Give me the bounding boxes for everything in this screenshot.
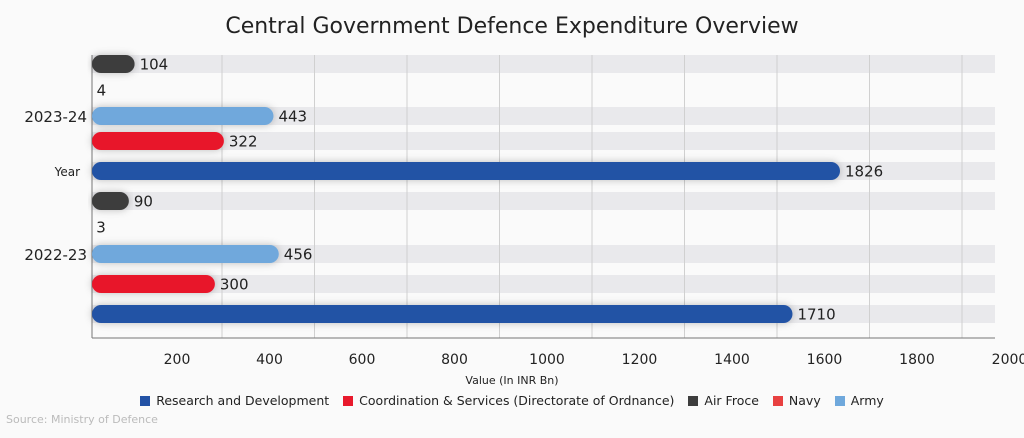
legend-item: Coordination & Services (Directorate of … — [343, 393, 674, 408]
x-tick-label: 200 — [164, 352, 191, 368]
bar-air — [92, 55, 135, 73]
x-tick-label: 1600 — [807, 352, 843, 368]
row-band — [92, 245, 995, 263]
bar-research — [92, 305, 793, 323]
data-label: 1710 — [797, 306, 835, 324]
row-band — [92, 192, 995, 210]
row-band — [92, 275, 995, 293]
y-axis-label: Year — [54, 165, 80, 179]
legend-label: Air Froce — [704, 393, 759, 408]
legend-item: Navy — [772, 393, 821, 408]
bar-air — [92, 192, 129, 210]
legend-swatch — [772, 395, 783, 406]
data-label: 322 — [229, 133, 258, 151]
x-tick-label: 1400 — [714, 352, 750, 368]
data-label: 443 — [278, 108, 307, 126]
bar-chart: 200 400 600 800 1000 1200 1400 1600 1800 2000 104 4… — [24, 55, 1024, 368]
row-band — [92, 55, 995, 73]
legend-item: Research and Development — [140, 393, 329, 408]
legend-swatch — [834, 395, 845, 406]
legend-label: Army — [850, 393, 884, 408]
x-tick-label: 800 — [441, 352, 468, 368]
legend-label: Coordination & Services (Directorate of … — [359, 393, 675, 408]
legend-label: Navy — [788, 393, 821, 408]
data-label: 104 — [140, 56, 169, 74]
chart-title: Central Government Defence Expenditure O… — [225, 14, 799, 39]
legend-label: Research and Development — [156, 393, 330, 408]
data-label: 456 — [284, 246, 313, 264]
data-label: 4 — [97, 82, 107, 100]
legend-swatch — [343, 395, 354, 406]
row-band — [92, 107, 995, 125]
legend-swatch — [688, 395, 699, 406]
source-note: Source: Ministry of Defence — [6, 413, 158, 426]
y-tick-label: 2022-23 — [24, 246, 87, 264]
bar-army — [92, 245, 279, 263]
x-tick-label: 600 — [349, 352, 376, 368]
x-axis-label: Value (In INR Bn) — [465, 374, 559, 387]
legend-swatch — [140, 395, 151, 406]
legend: Research and Development Coordination & S… — [0, 393, 1024, 408]
legend-item: Air Froce — [688, 393, 759, 408]
row-band — [92, 132, 995, 150]
bar-research — [92, 162, 840, 180]
legend-item: Army — [834, 393, 884, 408]
x-tick-label: 400 — [256, 352, 283, 368]
bar-coordination — [92, 132, 224, 150]
data-label: 90 — [134, 193, 153, 211]
bar-coordination — [92, 275, 215, 293]
data-label: 3 — [96, 219, 106, 237]
bar-army — [92, 107, 274, 125]
x-tick-label: 1000 — [529, 352, 565, 368]
data-label: 300 — [220, 276, 249, 294]
x-tick-label: 1800 — [899, 352, 935, 368]
data-label: 1826 — [845, 163, 883, 181]
x-tick-label: 2000 — [992, 352, 1024, 368]
x-tick-label: 1200 — [622, 352, 658, 368]
y-tick-label: 2023-24 — [24, 108, 87, 126]
